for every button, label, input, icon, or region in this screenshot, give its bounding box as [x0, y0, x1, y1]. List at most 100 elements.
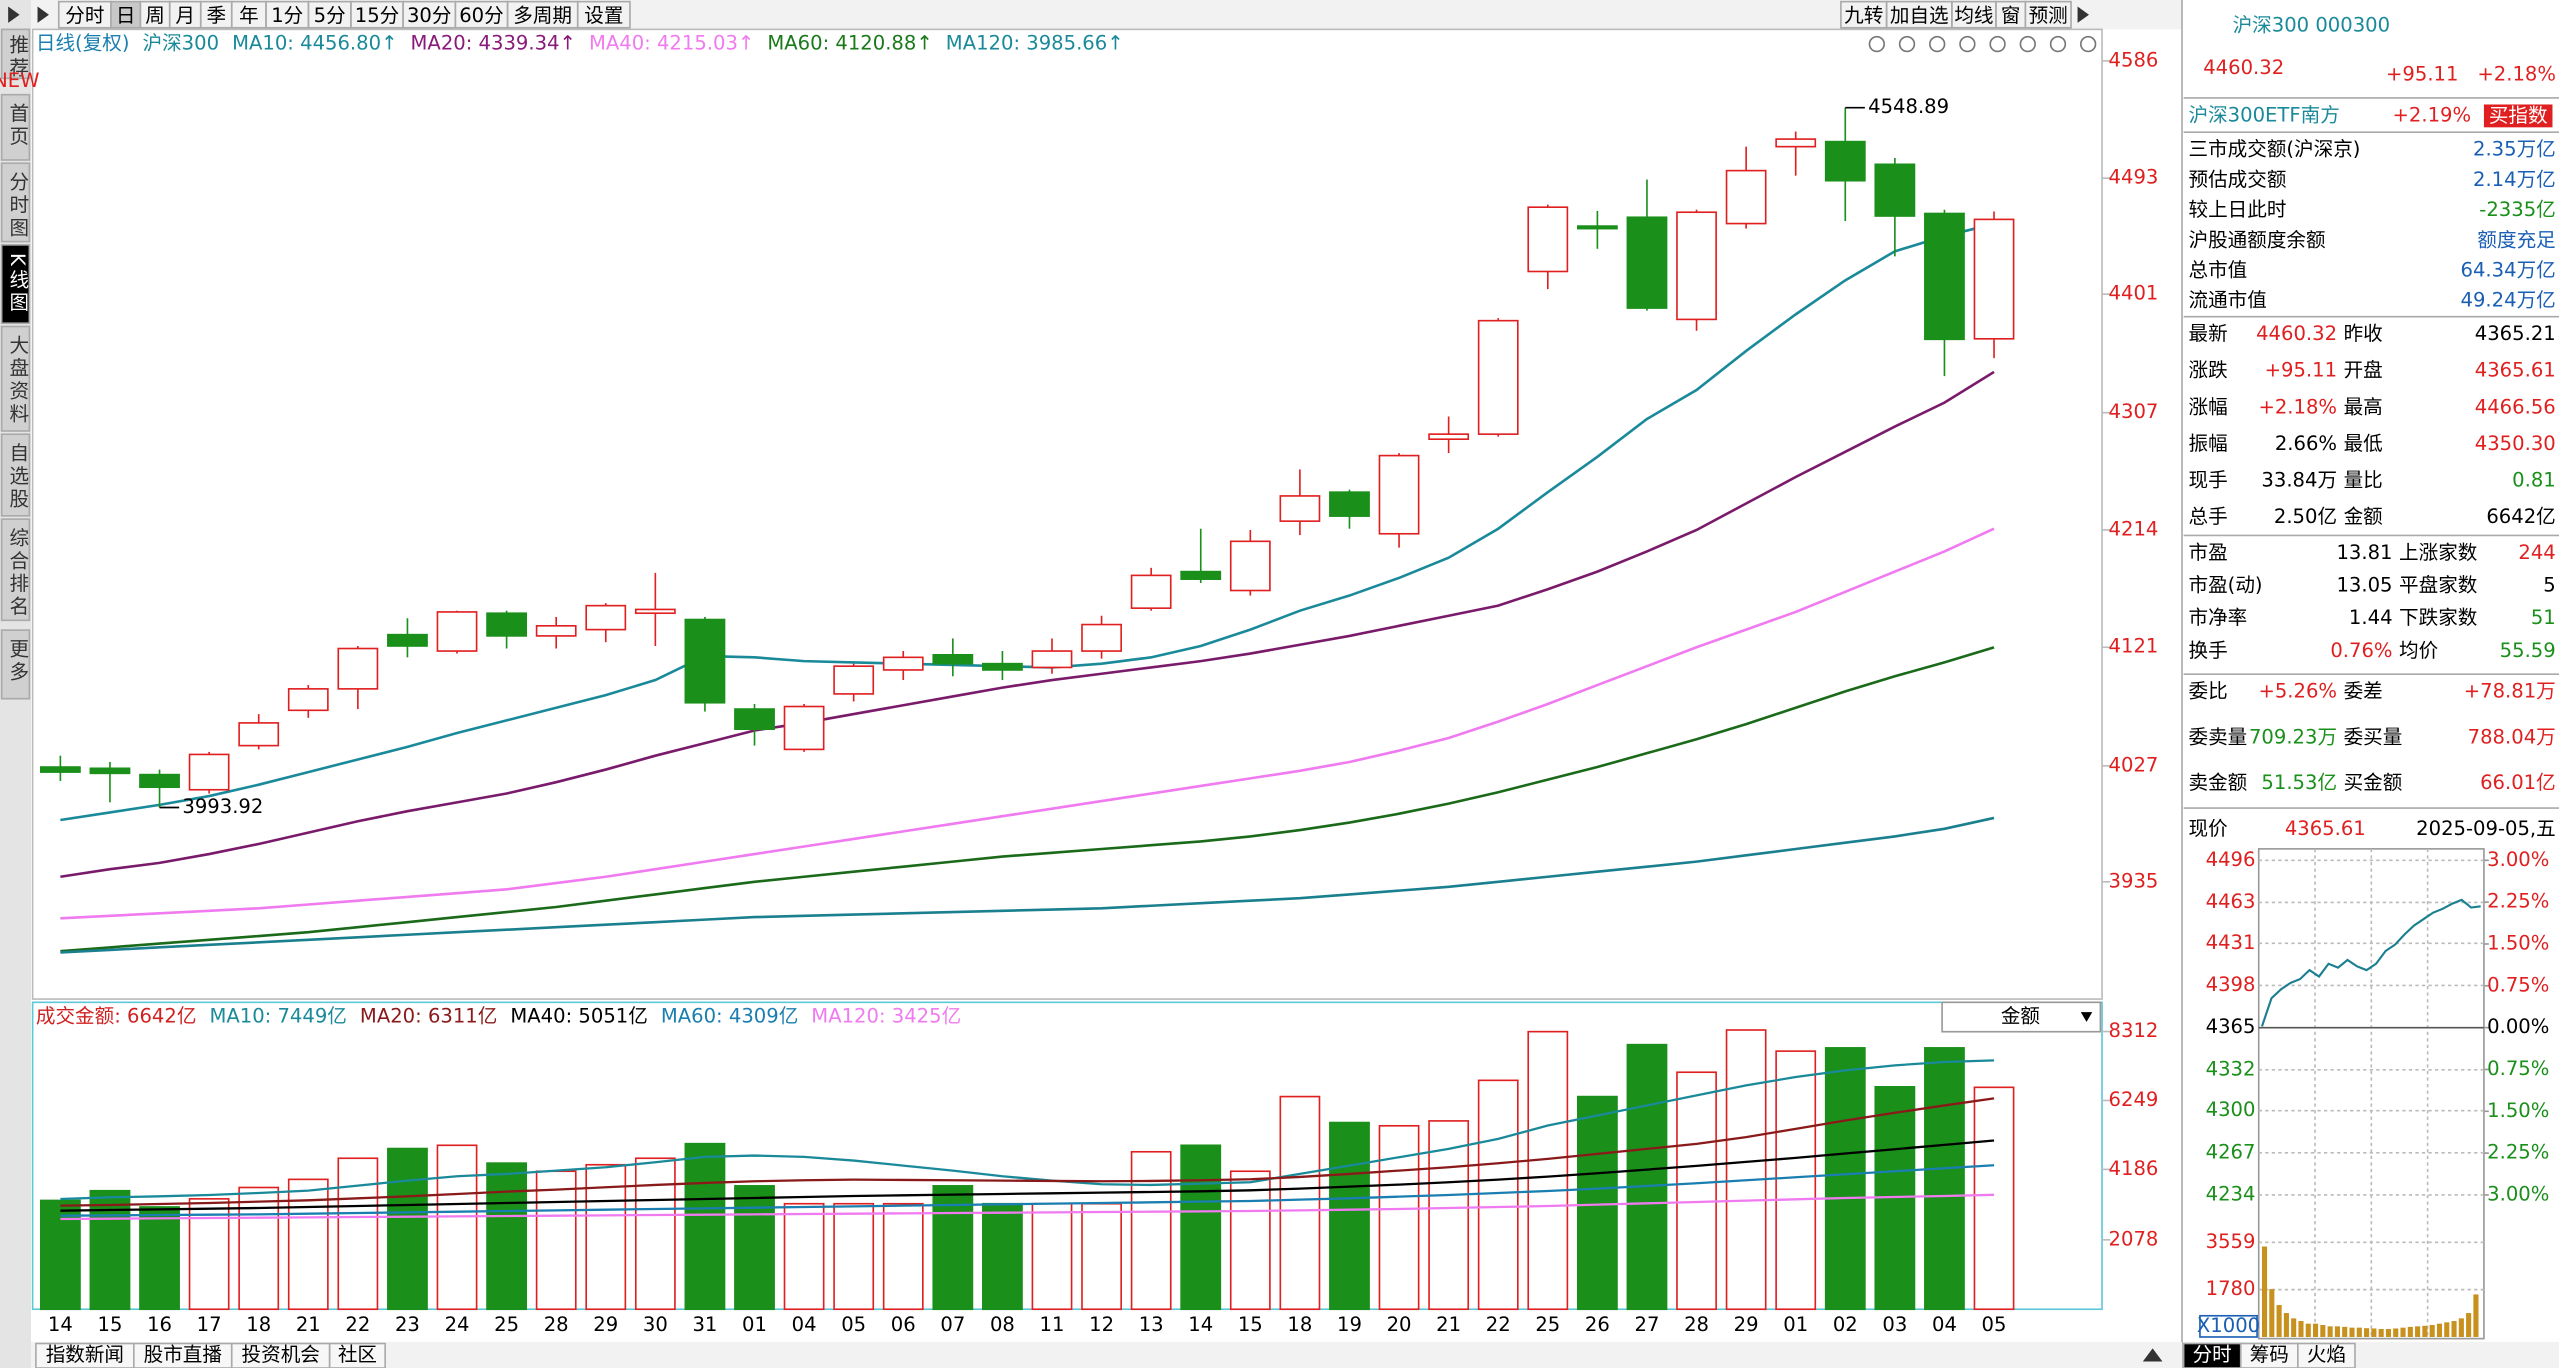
x-tick-label: 24 — [445, 1313, 470, 1336]
candle-body — [783, 705, 825, 751]
buy-button[interactable] — [2483, 104, 2553, 128]
volume-bar — [1477, 1079, 1519, 1311]
chart-tool-icon[interactable] — [2019, 35, 2036, 53]
intraday-y-label: 4267 — [2206, 1140, 2256, 1163]
intraday-volume-bar — [2269, 1289, 2275, 1337]
sidebar-tab-bg[interactable] — [0, 28, 31, 80]
volume-selector-text[interactable]: 金额 — [2001, 1005, 2041, 1028]
candle-body — [1874, 163, 1916, 217]
grid-label: 量比 — [2344, 468, 2383, 491]
sidebar-badge: NEW — [0, 69, 40, 92]
sidebar-tab-bg[interactable] — [0, 93, 31, 161]
volume-bar — [387, 1147, 428, 1311]
chart-tool-icon[interactable] — [1989, 35, 2006, 53]
intraday-volume-bar — [2305, 1323, 2311, 1337]
buy-button-text[interactable]: 买指数 — [2489, 104, 2548, 127]
volume-y-tick-label: 8312 — [2109, 1019, 2159, 1042]
intraday-volume-bar — [2393, 1328, 2399, 1337]
intraday-y-label: 4332 — [2206, 1057, 2256, 1080]
bottom-right-tab-box[interactable] — [2297, 1342, 2356, 1368]
sidebar-tab[interactable]: 推荐 — [6, 34, 29, 80]
toolbar-tab[interactable]: 60分 — [459, 4, 503, 27]
chart-tool-icon[interactable] — [1868, 35, 1885, 53]
volume-bar — [1329, 1121, 1370, 1311]
sidebar-tab-bg[interactable] — [0, 325, 31, 432]
y-tick-label: 4493 — [2109, 166, 2159, 189]
toolbar-tab[interactable]: 5分 — [314, 4, 346, 27]
grid-label: 市净率 — [2189, 606, 2248, 629]
toolbar-tab[interactable]: 季 — [206, 4, 226, 27]
toolbar — [31, 0, 2183, 30]
bottom-tab[interactable]: 社区 — [338, 1343, 377, 1366]
candle-body — [1279, 495, 1321, 522]
chart-tool-icon[interactable] — [2080, 35, 2097, 53]
toolbar-tab[interactable]: 30分 — [407, 4, 451, 27]
intraday-volume-bar — [2371, 1328, 2377, 1337]
summary-label: 预估成交额 — [2189, 168, 2287, 191]
sidebar-tab-bg[interactable] — [0, 162, 31, 243]
ma-line — [60, 527, 1995, 920]
toolbar-tab[interactable]: 设置 — [584, 4, 623, 27]
x-tick-label: 08 — [990, 1313, 1015, 1336]
intraday-volume-bar — [2261, 1246, 2268, 1337]
grid-value: 244 — [2518, 541, 2555, 564]
bottom-tab[interactable]: 指数新闻 — [46, 1343, 124, 1366]
intraday-y2-label: 2.25% — [2487, 890, 2549, 913]
bottom-tab-box[interactable] — [230, 1342, 331, 1368]
bottom-tab-box[interactable] — [133, 1342, 233, 1368]
sidebar-tab[interactable]: 更多 — [6, 638, 29, 684]
bottom-right-tab[interactable]: 筹码 — [2250, 1343, 2289, 1366]
x-tick-label: 05 — [1982, 1313, 2007, 1336]
bottom-right-tab[interactable]: 火焰 — [2307, 1343, 2346, 1366]
bottom-tab-box[interactable] — [328, 1342, 386, 1368]
toolbar-tool[interactable]: 加自选 — [1890, 4, 1949, 27]
sidebar-tab[interactable]: K线图 — [6, 253, 29, 315]
candle-body — [1378, 454, 1420, 535]
grid-value: +95.11 — [2265, 359, 2337, 382]
toolbar-tool[interactable]: 九转 — [1844, 4, 1883, 27]
tab-box[interactable] — [576, 0, 631, 29]
sidebar-tab[interactable]: 首页 — [6, 103, 29, 149]
chart-tool-icon[interactable] — [1929, 35, 1946, 53]
toolbar-tab[interactable]: 1分 — [271, 4, 303, 27]
chart-tool-icon[interactable] — [2049, 35, 2067, 53]
toolbar-tool[interactable]: 窗 — [2001, 4, 2021, 27]
toolbar-tab[interactable]: 分时 — [65, 4, 104, 27]
grid-value: 51 — [2531, 606, 2556, 629]
toolbar-tab[interactable]: 日 — [116, 4, 136, 27]
grid-label: 买金额 — [2344, 771, 2403, 794]
toolbar-tool[interactable]: 均线 — [1954, 4, 1993, 27]
toolbar-tab[interactable]: 15分 — [355, 4, 399, 27]
chart-tool-icon[interactable] — [1898, 35, 1916, 53]
toolbar-tool[interactable]: 预测 — [2029, 4, 2068, 27]
sidebar-tab[interactable]: 综合排名 — [6, 527, 29, 618]
grid-value: 66.01亿 — [2480, 771, 2556, 794]
etf-name[interactable]: 沪深300ETF南方 — [2189, 103, 2340, 126]
intraday-volume-bar — [2342, 1326, 2348, 1337]
sidebar-tab-bg[interactable] — [0, 244, 31, 325]
bottom-tab[interactable]: 股市直播 — [144, 1343, 223, 1366]
candle-body — [1527, 206, 1569, 273]
tool-box[interactable] — [2024, 0, 2072, 29]
toolbar-tab[interactable]: 多周期 — [513, 4, 572, 27]
sidebar-tab[interactable]: 大盘资料 — [6, 335, 29, 426]
grid-label: 金额 — [2344, 505, 2384, 528]
x-tick-label: 23 — [395, 1313, 420, 1336]
sidebar-tab-bg[interactable] — [0, 629, 31, 700]
sidebar-tab[interactable]: 分时图 — [6, 171, 29, 240]
sidebar-tab-bg[interactable] — [0, 518, 31, 622]
sidebar-tab-bg[interactable] — [0, 433, 31, 517]
intraday-volume-bar — [2276, 1305, 2282, 1337]
bottom-right-tab[interactable]: 分时 — [2193, 1343, 2232, 1366]
intraday-volume-bar — [2429, 1325, 2435, 1337]
toolbar-tab[interactable]: 年 — [239, 4, 259, 27]
volume-selector[interactable] — [1941, 1001, 2102, 1033]
intraday-volume-label: 1780 — [2206, 1277, 2256, 1300]
chart-tool-icon[interactable] — [1959, 35, 1976, 53]
sidebar-tab[interactable]: 自选股 — [6, 442, 29, 511]
toolbar-tab[interactable]: 月 — [175, 4, 195, 27]
quote-change: +95.11 — [2386, 63, 2458, 86]
x-tick-label: 03 — [1882, 1313, 1907, 1336]
toolbar-tab[interactable]: 周 — [145, 4, 165, 27]
bottom-tab[interactable]: 投资机会 — [242, 1343, 320, 1366]
